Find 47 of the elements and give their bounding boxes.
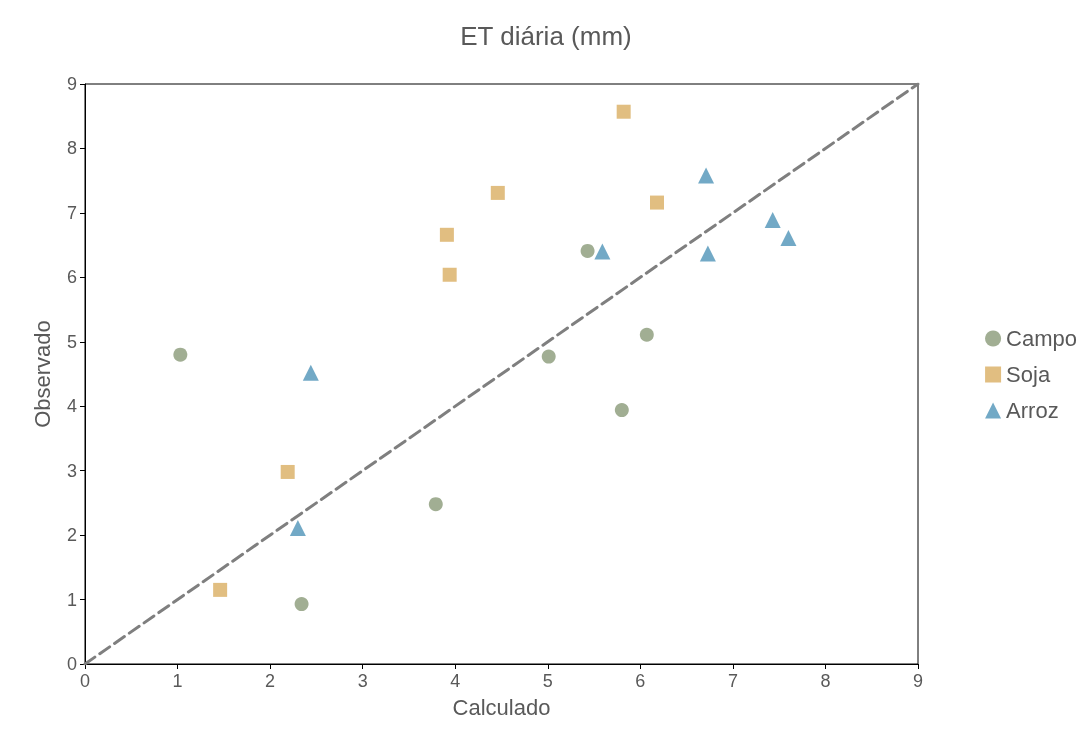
point — [699, 245, 716, 262]
point — [289, 520, 306, 537]
x-tick-label: 4 — [450, 671, 461, 691]
point — [614, 403, 629, 418]
point — [541, 349, 556, 364]
x-tick-label: 6 — [635, 671, 646, 691]
y-tick-label: 4 — [66, 396, 77, 417]
point — [428, 497, 443, 512]
x-tick-label: 1 — [172, 671, 183, 691]
y-tick-label: 0 — [66, 654, 77, 674]
point — [442, 267, 457, 282]
x-tick-label: 9 — [912, 671, 924, 691]
point — [649, 195, 664, 210]
point — [302, 364, 319, 381]
x-tick-label: 0 — [79, 671, 91, 691]
y-tick-label: 2 — [66, 525, 77, 546]
y-tick-label: 6 — [66, 267, 77, 288]
x-axis-title: Calculado — [452, 694, 551, 720]
x-tick-label: 3 — [357, 671, 368, 691]
y-tick-label: 3 — [66, 460, 77, 481]
x-tick-label: 2 — [265, 671, 276, 691]
point — [439, 227, 454, 242]
legend-label: Soja — [1006, 362, 1051, 387]
point — [616, 104, 631, 119]
x-tick-label: 8 — [820, 671, 831, 691]
point — [280, 464, 295, 479]
legend-label: Campo — [1006, 326, 1077, 351]
y-tick-label: 5 — [66, 331, 77, 352]
point — [764, 211, 781, 228]
x-tick-label: 7 — [727, 671, 738, 691]
y-tick-label: 1 — [66, 589, 77, 610]
y-tick-label: 7 — [66, 202, 77, 223]
y-tick-label: 8 — [66, 138, 77, 159]
y-tick-label: 9 — [66, 74, 77, 94]
y-axis-title: Observado — [29, 320, 55, 428]
x-tick-label: 5 — [542, 671, 553, 691]
point — [213, 582, 228, 597]
chart-title: ET diária (mm) — [460, 21, 632, 51]
point — [698, 167, 715, 184]
point — [580, 243, 595, 258]
point — [780, 230, 797, 247]
point — [294, 597, 309, 612]
point — [639, 327, 654, 342]
legend-label: Arroz — [1006, 398, 1059, 423]
point — [173, 347, 188, 362]
point — [594, 243, 611, 260]
point — [490, 185, 505, 200]
